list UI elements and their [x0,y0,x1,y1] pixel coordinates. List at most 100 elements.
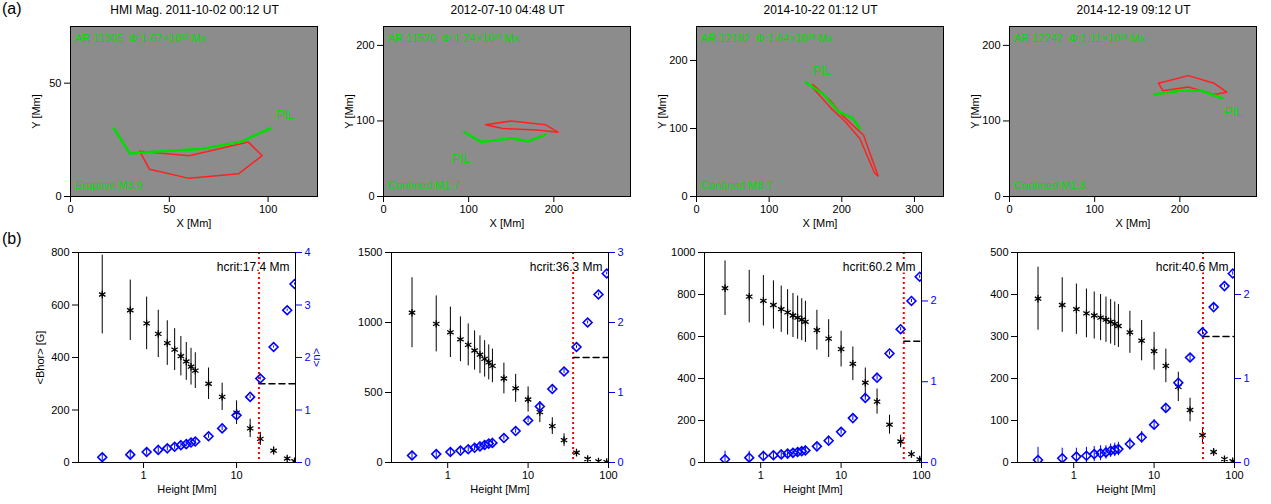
svg-text:0: 0 [55,190,61,202]
svg-text:Height [Mm]: Height [Mm] [1096,483,1155,495]
svg-text:800: 800 [677,288,695,300]
svg-text:Y [Mm]: Y [Mm] [969,94,981,129]
svg-text:300: 300 [990,330,1008,342]
svg-text:AR 11305 Φ:1.67×10²² Mx: AR 11305 Φ:1.67×10²² Mx [75,32,207,44]
svg-text:0: 0 [380,203,386,215]
svg-text:Height [Mm]: Height [Mm] [157,483,216,495]
svg-text:0: 0 [681,190,687,202]
svg-text:10: 10 [522,469,534,481]
svg-text:200: 200 [545,203,563,215]
svg-text:Y [Mm]: Y [Mm] [656,94,668,129]
svg-text:10: 10 [835,469,847,481]
svg-text:0: 0 [1244,456,1250,468]
svg-text:50: 50 [49,77,61,89]
svg-text:500: 500 [990,246,1008,258]
svg-text:100: 100 [760,203,778,215]
svg-text:2: 2 [931,294,937,306]
svg-text:PIL: PIL [813,64,831,78]
svg-text:0: 0 [368,190,374,202]
svg-text:hcrit:17.4 Mm: hcrit:17.4 Mm [217,260,290,274]
svg-text:0: 0 [63,456,69,468]
svg-text:Y [Mm]: Y [Mm] [343,94,355,129]
svg-text:1: 1 [758,469,764,481]
svg-text:3: 3 [618,246,624,258]
svg-text:Eruptive M3.9: Eruptive M3.9 [75,179,143,191]
svg-text:100: 100 [982,114,1000,126]
svg-text:PIL: PIL [276,108,294,122]
svg-text:0: 0 [689,456,695,468]
svg-text:0: 0 [67,203,73,215]
svg-text:4: 4 [305,246,311,258]
svg-text:0: 0 [994,190,1000,202]
svg-text:200: 200 [833,203,851,215]
svg-text:1000: 1000 [671,246,695,258]
svg-text:400: 400 [51,351,69,363]
svg-text:200: 200 [669,54,687,66]
svg-text:<n>: <n> [310,348,322,367]
svg-text:PIL: PIL [452,152,470,166]
svg-text:100: 100 [459,203,477,215]
svg-text:0: 0 [305,456,311,468]
svg-text:0: 0 [618,456,624,468]
svg-text:1: 1 [1244,372,1250,384]
svg-text:1: 1 [618,386,624,398]
svg-text:100: 100 [990,414,1008,426]
svg-text:0: 0 [931,456,937,468]
svg-text:100: 100 [669,122,687,134]
svg-text:100: 100 [259,203,277,215]
svg-text:Height [Mm]: Height [Mm] [470,483,529,495]
svg-text:10: 10 [230,469,242,481]
svg-text:1: 1 [305,404,311,416]
svg-text:500: 500 [364,386,382,398]
svg-text:X [Mm]: X [Mm] [803,217,838,229]
svg-text:hcrit:60.2 Mm: hcrit:60.2 Mm [843,260,916,274]
svg-text:200: 200 [356,39,374,51]
svg-text:1500: 1500 [358,246,382,258]
svg-text:Y [Mm]: Y [Mm] [30,94,42,129]
svg-text:300: 300 [905,203,923,215]
svg-text:100: 100 [356,114,374,126]
svg-text:AR 12242 Φ:1.11×10²³ Mx: AR 12242 Φ:1.11×10²³ Mx [1014,32,1146,44]
svg-text:50: 50 [163,203,175,215]
svg-text:400: 400 [677,372,695,384]
svg-text:1000: 1000 [358,316,382,328]
svg-text:0: 0 [1006,203,1012,215]
svg-text:3: 3 [305,299,311,311]
svg-text:0: 0 [1002,456,1008,468]
svg-text:0: 0 [376,456,382,468]
svg-text:1: 1 [445,469,451,481]
svg-text:AR 11520 Φ:1.24×10²³ Mx: AR 11520 Φ:1.24×10²³ Mx [388,32,520,44]
svg-text:100: 100 [912,469,930,481]
svg-text:Confined M8.7: Confined M8.7 [701,179,773,191]
svg-text:Confined M1.3: Confined M1.3 [1014,179,1086,191]
svg-text:400: 400 [990,288,1008,300]
svg-text:2: 2 [618,316,624,328]
svg-text:hcrit:40.6 Mm: hcrit:40.6 Mm [1156,260,1229,274]
svg-text:600: 600 [51,299,69,311]
svg-text:AR 12192 Φ:1.64×10²³ Mx: AR 12192 Φ:1.64×10²³ Mx [701,32,833,44]
svg-text:200: 200 [51,404,69,416]
svg-text:hcrit:36.3 Mm: hcrit:36.3 Mm [530,260,603,274]
svg-text:Height [Mm]: Height [Mm] [783,483,842,495]
svg-text:0: 0 [693,203,699,215]
svg-text:PIL: PIL [1224,105,1242,119]
svg-text:10: 10 [1148,469,1160,481]
svg-text:200: 200 [1171,203,1189,215]
svg-text:200: 200 [677,414,695,426]
svg-text:100: 100 [599,469,617,481]
svg-text:100: 100 [1085,203,1103,215]
svg-text:2: 2 [1244,288,1250,300]
svg-text:200: 200 [990,372,1008,384]
svg-text:<Bhor> [G]: <Bhor> [G] [34,331,46,385]
svg-text:800: 800 [51,246,69,258]
svg-text:100: 100 [1225,469,1243,481]
svg-text:X [Mm]: X [Mm] [177,217,212,229]
svg-text:X [Mm]: X [Mm] [1116,217,1151,229]
svg-text:Confined M1.7: Confined M1.7 [388,179,460,191]
svg-text:1: 1 [931,375,937,387]
svg-text:600: 600 [677,330,695,342]
svg-text:200: 200 [982,39,1000,51]
svg-text:1: 1 [1071,469,1077,481]
svg-text:X [Mm]: X [Mm] [490,217,525,229]
svg-text:1: 1 [140,469,146,481]
